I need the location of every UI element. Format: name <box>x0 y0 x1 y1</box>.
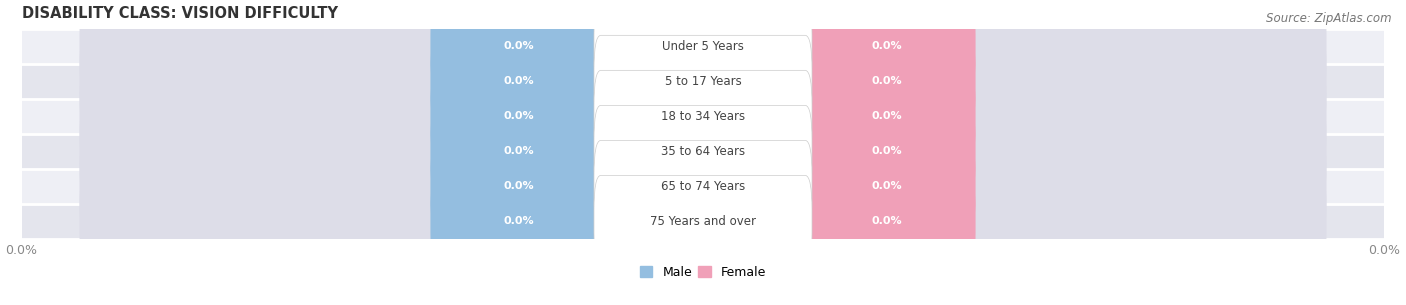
Text: 0.0%: 0.0% <box>503 181 534 191</box>
FancyBboxPatch shape <box>80 123 1326 249</box>
FancyBboxPatch shape <box>593 105 813 197</box>
Bar <box>21 29 1385 64</box>
FancyBboxPatch shape <box>430 105 607 197</box>
FancyBboxPatch shape <box>799 140 976 232</box>
FancyBboxPatch shape <box>430 70 607 162</box>
Text: 0.0%: 0.0% <box>872 41 903 51</box>
Text: Under 5 Years: Under 5 Years <box>662 40 744 53</box>
Text: 18 to 34 Years: 18 to 34 Years <box>661 110 745 123</box>
Legend: Male, Female: Male, Female <box>640 266 766 279</box>
Text: 0.0%: 0.0% <box>503 76 534 86</box>
Bar <box>21 204 1385 239</box>
FancyBboxPatch shape <box>593 70 813 162</box>
Text: 0.0%: 0.0% <box>503 216 534 226</box>
FancyBboxPatch shape <box>799 35 976 127</box>
FancyBboxPatch shape <box>593 35 813 127</box>
Bar <box>21 99 1385 134</box>
Bar <box>21 134 1385 169</box>
FancyBboxPatch shape <box>799 0 976 92</box>
Text: 35 to 64 Years: 35 to 64 Years <box>661 145 745 158</box>
Text: 0.0%: 0.0% <box>872 76 903 86</box>
FancyBboxPatch shape <box>430 35 607 127</box>
FancyBboxPatch shape <box>430 0 607 92</box>
Text: 0.0%: 0.0% <box>872 111 903 121</box>
FancyBboxPatch shape <box>593 0 813 92</box>
FancyBboxPatch shape <box>80 88 1326 215</box>
FancyBboxPatch shape <box>799 105 976 197</box>
Text: DISABILITY CLASS: VISION DIFFICULTY: DISABILITY CLASS: VISION DIFFICULTY <box>21 5 337 20</box>
FancyBboxPatch shape <box>593 140 813 232</box>
FancyBboxPatch shape <box>80 158 1326 285</box>
Text: 0.0%: 0.0% <box>503 146 534 156</box>
Bar <box>21 169 1385 204</box>
Text: 0.0%: 0.0% <box>872 216 903 226</box>
Text: 0.0%: 0.0% <box>872 146 903 156</box>
Bar <box>21 64 1385 99</box>
FancyBboxPatch shape <box>430 140 607 232</box>
Text: 0.0%: 0.0% <box>872 181 903 191</box>
FancyBboxPatch shape <box>593 175 813 267</box>
FancyBboxPatch shape <box>799 70 976 162</box>
Text: 5 to 17 Years: 5 to 17 Years <box>665 75 741 88</box>
Text: Source: ZipAtlas.com: Source: ZipAtlas.com <box>1267 12 1392 25</box>
Text: 0.0%: 0.0% <box>503 41 534 51</box>
FancyBboxPatch shape <box>80 53 1326 180</box>
FancyBboxPatch shape <box>799 175 976 267</box>
Text: 0.0%: 0.0% <box>503 111 534 121</box>
FancyBboxPatch shape <box>80 0 1326 109</box>
Text: 75 Years and over: 75 Years and over <box>650 215 756 228</box>
FancyBboxPatch shape <box>430 175 607 267</box>
FancyBboxPatch shape <box>80 18 1326 145</box>
Text: 65 to 74 Years: 65 to 74 Years <box>661 180 745 193</box>
